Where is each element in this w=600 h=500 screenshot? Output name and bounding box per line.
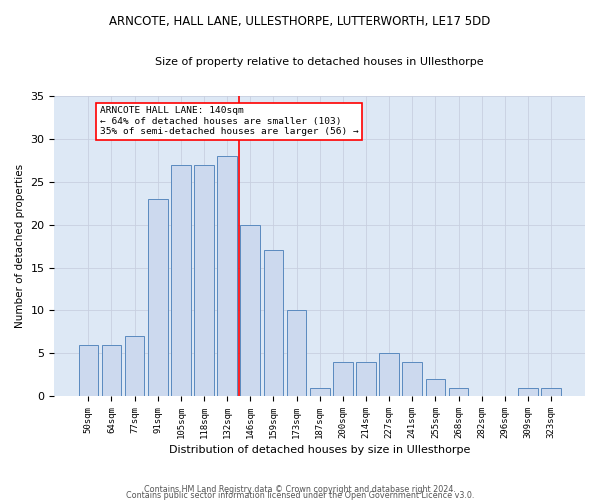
- Text: Contains HM Land Registry data © Crown copyright and database right 2024.: Contains HM Land Registry data © Crown c…: [144, 484, 456, 494]
- Bar: [101, 344, 121, 396]
- Y-axis label: Number of detached properties: Number of detached properties: [15, 164, 25, 328]
- Bar: [379, 353, 399, 396]
- Text: ARNCOTE HALL LANE: 140sqm
← 64% of detached houses are smaller (103)
35% of semi: ARNCOTE HALL LANE: 140sqm ← 64% of detac…: [100, 106, 359, 136]
- Bar: [310, 388, 329, 396]
- Bar: [125, 336, 145, 396]
- X-axis label: Distribution of detached houses by size in Ullesthorpe: Distribution of detached houses by size …: [169, 445, 470, 455]
- Bar: [518, 388, 538, 396]
- Bar: [171, 164, 191, 396]
- Bar: [449, 388, 469, 396]
- Bar: [541, 388, 561, 396]
- Bar: [287, 310, 307, 396]
- Bar: [148, 199, 167, 396]
- Title: Size of property relative to detached houses in Ullesthorpe: Size of property relative to detached ho…: [155, 58, 484, 68]
- Bar: [356, 362, 376, 396]
- Text: Contains public sector information licensed under the Open Government Licence v3: Contains public sector information licen…: [126, 490, 474, 500]
- Bar: [333, 362, 353, 396]
- Bar: [263, 250, 283, 396]
- Bar: [79, 344, 98, 396]
- Bar: [425, 379, 445, 396]
- Bar: [241, 224, 260, 396]
- Text: ARNCOTE, HALL LANE, ULLESTHORPE, LUTTERWORTH, LE17 5DD: ARNCOTE, HALL LANE, ULLESTHORPE, LUTTERW…: [109, 15, 491, 28]
- Bar: [403, 362, 422, 396]
- Bar: [194, 164, 214, 396]
- Bar: [217, 156, 237, 396]
